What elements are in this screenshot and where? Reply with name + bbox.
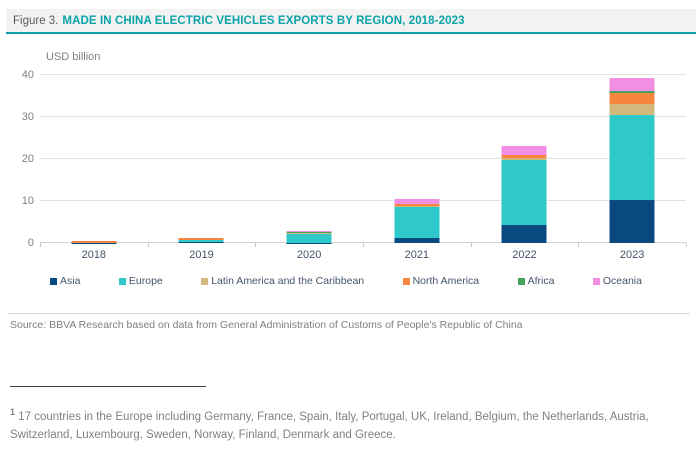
gridline-y30 — [40, 116, 686, 117]
legend-item-oceania: Oceania — [592, 275, 642, 287]
footnote-marker: 1 — [10, 407, 16, 417]
legend-item-europe: Europe — [118, 275, 163, 287]
stacked-bar-2019 — [178, 237, 224, 243]
bar-segment-2022-europe — [501, 159, 547, 225]
figure-header: Figure 3. MADE IN CHINA ELECTRIC VEHICLE… — [6, 9, 696, 34]
bar-segment-2019-europe — [178, 240, 224, 243]
bar-slot-2020 — [255, 75, 363, 243]
legend-item-latin-america-and-the-caribbean: Latin America and the Caribbean — [201, 275, 364, 287]
x-axis-tick — [363, 243, 364, 247]
x-axis-tick — [686, 243, 687, 247]
stacked-bar-2023 — [609, 78, 655, 243]
legend-label: Asia — [60, 275, 81, 287]
bar-segment-2021-europe — [394, 207, 440, 238]
bar-segment-2021-asia — [394, 237, 440, 243]
legend-label: Oceania — [602, 275, 642, 287]
bar-segment-2021-latin-america-and-the-caribbean — [394, 206, 440, 208]
bar-slot-2019 — [148, 75, 256, 243]
y-tick-label-10: 10 — [21, 195, 34, 207]
bar-segment-2020-europe — [286, 233, 332, 243]
bar-segment-2022-north-america — [501, 155, 547, 159]
bar-segment-2023-africa — [609, 90, 655, 94]
chart-plot-area — [40, 74, 686, 243]
bar-segment-2019-north-america — [178, 238, 224, 240]
bar-segment-2019-asia — [178, 242, 224, 243]
legend-item-africa: Africa — [517, 275, 555, 287]
x-axis-label-2019: 2019 — [189, 249, 214, 261]
footnote-rule — [10, 386, 206, 387]
bar-segment-2023-europe — [609, 114, 655, 200]
x-axis-tick — [255, 243, 257, 247]
source-text: Source: BBVA Research based on data from… — [10, 319, 523, 331]
bar-slot-2023 — [578, 75, 686, 243]
bar-segment-2018-north-america — [71, 241, 117, 243]
legend-label: Latin America and the Caribbean — [211, 275, 365, 287]
footnote-body: 17 countries in the Europe including Ger… — [10, 410, 649, 441]
legend-item-north-america: North America — [402, 275, 480, 287]
bar-segment-2023-latin-america-and-the-caribbean — [609, 104, 655, 115]
x-axis-label-2021: 2021 — [404, 249, 430, 261]
y-tick-label-30: 30 — [21, 111, 34, 123]
legend-swatch-icon — [517, 277, 525, 285]
y-tick-label-0: 0 — [27, 237, 34, 249]
bar-segment-2022-oceania — [501, 145, 547, 156]
stacked-bar-2021 — [394, 199, 440, 243]
gridline-y10 — [40, 200, 686, 201]
bar-segment-2023-oceania — [609, 78, 655, 91]
bar-segment-2021-oceania — [394, 199, 440, 204]
y-tick-label-20: 20 — [21, 153, 34, 165]
legend-item-asia: Asia — [50, 275, 80, 287]
bar-segment-2023-asia — [609, 199, 655, 243]
x-axis-tick — [147, 243, 149, 247]
source-divider — [8, 313, 690, 314]
x-axis-tick — [470, 243, 472, 247]
legend-label: Africa — [527, 275, 555, 287]
bar-segment-2021-north-america — [394, 204, 440, 207]
y-tick-label-40: 40 — [21, 69, 34, 81]
gridline-y40 — [40, 74, 686, 75]
legend-swatch-icon — [50, 277, 57, 285]
bar-slot-2018 — [40, 75, 148, 243]
x-axis-label-2020: 2020 — [296, 249, 322, 261]
stacked-bar-2020 — [286, 230, 332, 243]
chart-legend: Asia Europe Latin America and the Caribbea… — [50, 275, 642, 287]
bar-segment-2020-oceania — [286, 230, 332, 233]
figure-title: MADE IN CHINA ELECTRIC VEHICLES EXPORTS … — [62, 14, 465, 27]
bar-segment-2022-latin-america-and-the-caribbean — [501, 158, 547, 160]
bar-segment-2020-north-america — [286, 232, 332, 234]
x-axis-label-2018: 2018 — [81, 249, 107, 261]
footnote-text: 1 17 countries in the Europe including G… — [10, 406, 686, 444]
stacked-bar-2018 — [71, 241, 117, 243]
legend-label: Europe — [128, 275, 163, 287]
figure-number-label: Figure 3. — [13, 14, 59, 27]
x-axis-tick — [40, 243, 41, 247]
gridline-y20 — [40, 158, 686, 159]
legend-swatch-icon — [118, 277, 126, 285]
x-axis-label-2022: 2022 — [512, 249, 537, 261]
stacked-bar-2022 — [501, 145, 547, 243]
legend-label: North America — [412, 275, 480, 287]
legend-swatch-icon — [201, 277, 209, 285]
bar-segment-2023-north-america — [609, 93, 655, 105]
gridline-y0 — [40, 242, 686, 243]
x-axis-label-2023: 2023 — [619, 249, 645, 261]
y-axis-unit-label: USD billion — [46, 51, 101, 63]
bar-slot-2022 — [471, 75, 579, 243]
x-axis-tick — [578, 243, 580, 247]
legend-swatch-icon — [592, 277, 600, 285]
bar-segment-2022-asia — [501, 224, 547, 243]
legend-swatch-icon — [402, 277, 410, 285]
bar-slot-2021 — [363, 75, 471, 243]
